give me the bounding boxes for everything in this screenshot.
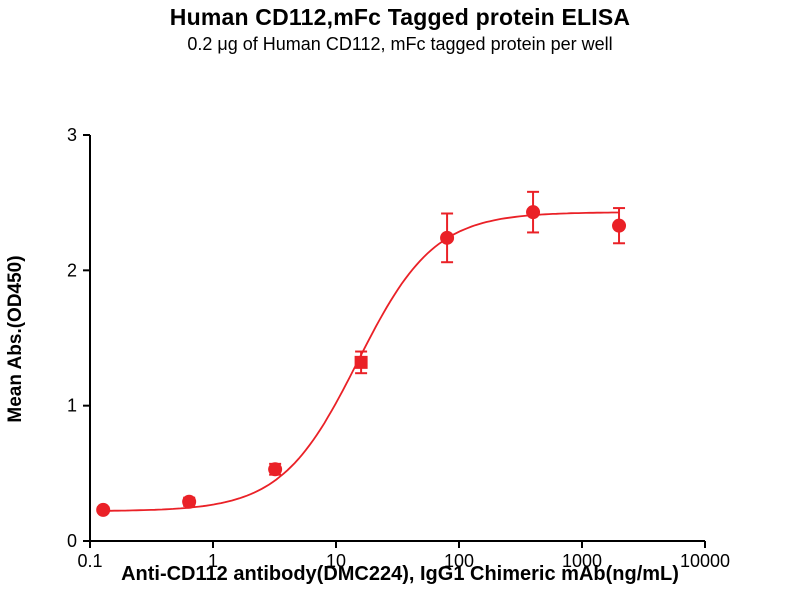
x-axis-label: Anti-CD112 antibody(DMC224), IgG1 Chimer…	[121, 563, 679, 585]
data-point	[182, 494, 197, 509]
x-tick-label: 100	[444, 551, 474, 571]
y-tick-label: 1	[67, 396, 77, 416]
data-point	[440, 230, 455, 245]
x-tick-label: 10000	[680, 551, 730, 571]
data-point	[612, 218, 627, 233]
data-point-square	[354, 355, 368, 369]
chart-subtitle: 0.2 μg of Human CD112, mFc tagged protei…	[187, 34, 613, 54]
data-point	[268, 462, 283, 477]
x-tick-label: 10	[326, 551, 346, 571]
y-tick-label: 3	[67, 125, 77, 145]
x-tick-label: 1	[208, 551, 218, 571]
data-point	[526, 205, 541, 220]
data-point	[96, 502, 111, 517]
x-tick-label: 0.1	[77, 551, 102, 571]
x-tick-label: 1000	[562, 551, 602, 571]
y-tick-label: 0	[67, 531, 77, 551]
y-tick-label: 2	[67, 260, 77, 280]
chart-title: Human CD112,mFc Tagged protein ELISA	[169, 4, 631, 30]
